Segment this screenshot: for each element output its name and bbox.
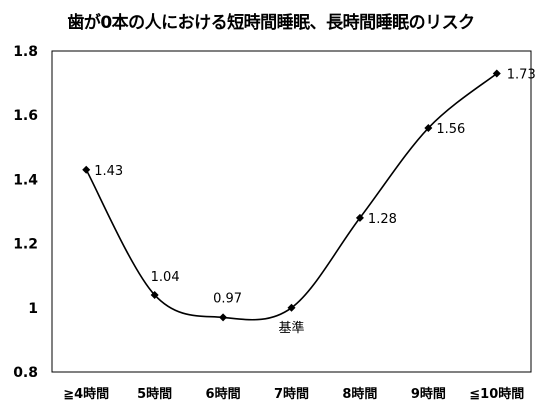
x-tick-label: ≦10時間 [469, 386, 524, 402]
series-line [85, 72, 498, 321]
plot-frame [51, 50, 532, 373]
data-label: 1.04 [151, 270, 180, 285]
data-point-marker [424, 124, 433, 133]
x-tick-label: 5時間 [137, 386, 172, 402]
data-point-marker [492, 69, 501, 78]
y-tick-label: 1.8 [13, 44, 38, 60]
data-label: 1.28 [368, 212, 397, 227]
x-tick-label: 7時間 [274, 386, 309, 402]
data-label: 1.73 [507, 67, 536, 82]
x-tick-label: 8時間 [342, 386, 377, 402]
data-point-marker [287, 303, 296, 312]
data-point-marker [219, 313, 228, 322]
data-label: 1.56 [436, 122, 465, 137]
data-point-marker [355, 213, 364, 222]
x-tick-label: ≧4時間 [63, 386, 109, 402]
data-label: 0.97 [213, 291, 242, 306]
data-label: 1.43 [94, 164, 123, 179]
y-tick-label: 1.6 [13, 108, 38, 124]
baseline-annotation: 基準 [278, 320, 304, 336]
data-point-marker [150, 290, 159, 299]
x-tick-label: 6時間 [206, 386, 241, 402]
x-tick-label: 9時間 [411, 386, 446, 402]
y-tick-label: 1.2 [13, 237, 38, 253]
y-tick-label: 0.8 [13, 365, 38, 381]
chart-title: 歯が0本の人における短時間睡眠、長時間睡眠のリスク [67, 13, 475, 33]
data-point-marker [82, 165, 91, 174]
y-tick-label: 1 [28, 301, 38, 317]
y-tick-label: 1.4 [13, 172, 38, 188]
